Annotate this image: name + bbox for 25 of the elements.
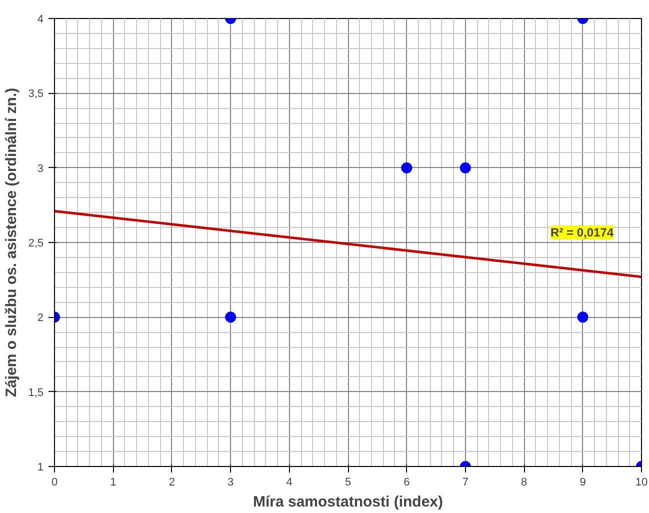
x-tick-label: 4 (286, 476, 292, 488)
y-tick-label: 2 (37, 312, 44, 324)
annotation: R² = 0,0174 (550, 226, 614, 240)
y-tick-label: 2,5 (28, 238, 44, 250)
x-tick-label: 2 (168, 476, 175, 488)
y-tick-label: 1,5 (28, 386, 44, 399)
point (577, 312, 588, 323)
x-tick-label: 1 (110, 476, 116, 488)
y-tick-label: 1 (37, 462, 44, 474)
point (225, 312, 236, 323)
x-tick-label: 9 (580, 476, 586, 488)
x-tick-label: 0 (51, 476, 58, 488)
x-axis-title: Míra samostatnosti (index) (252, 494, 444, 510)
x-tick-label: 6 (404, 476, 410, 488)
x-tick-label: 5 (344, 476, 352, 488)
y-tick-label: 3 (37, 162, 44, 175)
point (460, 162, 471, 174)
x-tick-label: 3 (228, 476, 234, 488)
x-tick-label: 8 (521, 476, 528, 488)
point (401, 162, 412, 174)
y-tick-label: 3,5 (28, 88, 44, 100)
x-tick-label: 10 (635, 476, 648, 488)
y-axis-title: Zájem o službu os. asistence (ordinální zn.) (3, 88, 20, 398)
x-tick-label: 7 (462, 476, 468, 488)
y-tick-label: 4 (37, 14, 44, 26)
